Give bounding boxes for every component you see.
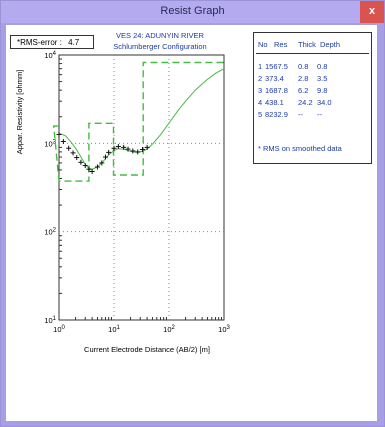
plot-title-line2: Schlumberger Configuration [113,42,206,51]
x-tick-label: 103 [218,325,230,334]
tick-exponent: 4 [53,51,57,57]
tick-exponent: 0 [62,325,66,331]
row-no: 1 [258,62,263,71]
x-tick-label: 102 [163,325,175,334]
header-thick: Thick [298,40,316,49]
row-res: 373.4 [265,74,284,83]
row-depth: 9.8 [317,86,328,95]
observed-points [56,131,150,174]
plot-grid [59,55,224,320]
window-title: Resist Graph [160,5,225,17]
row-depth: 3.5 [317,74,328,83]
fitted-curve [58,68,225,170]
y-tick-label: 102 [44,228,56,237]
y-tick-label: 101 [44,316,56,325]
header-no: No [258,40,268,49]
tick-exponent: 1 [117,325,121,331]
rms-error-box: *RMS-error : 4.7 [10,35,94,49]
row-res: 1567.5 [265,62,288,71]
x-tick-label: 101 [108,325,120,334]
tick-exponent: 2 [172,325,176,331]
y-tick-label: 104 [44,51,56,60]
row-thick: 2.8 [298,74,309,83]
x-tick-label: 100 [53,325,65,334]
title-bar[interactable]: Resist Graph x [1,1,384,23]
y-tick-label: 103 [44,139,56,148]
row-no: 3 [258,86,263,95]
tick-exponent: 3 [53,139,57,145]
row-no: 5 [258,110,263,119]
rms-value: 4.7 [68,38,80,47]
tick-exponent: 1 [53,316,57,322]
rms-label: *RMS-error : [17,38,62,47]
layer-table-divider [256,53,369,54]
layer-table: No Res Thick Depth 1 1567.5 0.8 0.8 2 37… [253,32,372,164]
plot-frame [58,54,225,321]
x-axis-label: Current Electrode Distance (AB/2) [m] [84,345,210,354]
row-res: 1687.8 [265,86,288,95]
row-depth: 0.8 [317,62,328,71]
row-res: 438.1 [265,98,284,107]
row-thick: -- [298,110,303,119]
layer-model [52,61,224,182]
row-no: 4 [258,98,263,107]
close-button[interactable]: x [360,1,384,23]
header-depth: Depth [320,40,341,49]
row-thick: 24.2 [298,98,313,107]
row-res: 8232.9 [265,110,288,119]
row-thick: 6.2 [298,86,309,95]
tick-exponent: 3 [227,325,231,331]
row-depth: 34.0 [317,98,332,107]
layer-model-line [52,61,224,182]
row-thick: 0.8 [298,62,309,71]
y-axis-label: Appar. Resistivity [ohmm] [15,70,24,155]
tick-exponent: 2 [53,228,57,234]
row-depth: -- [317,110,322,119]
header-res: Res [274,40,288,49]
row-no: 2 [258,74,263,83]
rms-note: * RMS on smoothed data [258,144,342,153]
plot-title-line1: VES 24: ADUNYIN RIVER [116,31,205,40]
